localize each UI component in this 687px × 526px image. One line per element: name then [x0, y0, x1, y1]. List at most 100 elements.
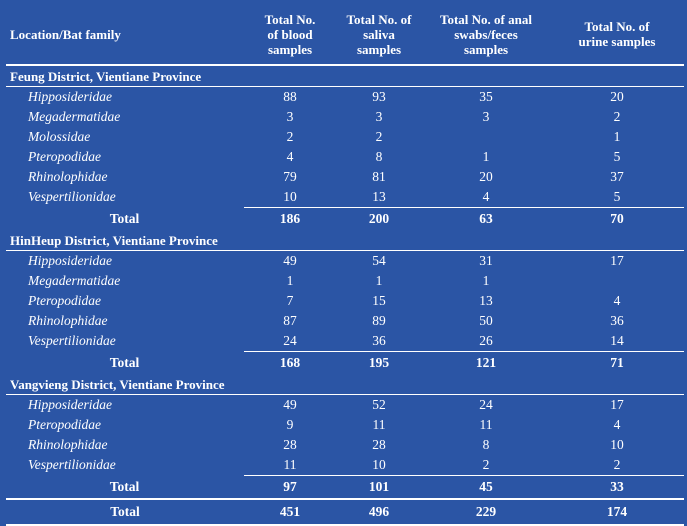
header-anal: Total No. of anal swabs/feces samples [422, 4, 550, 66]
section-row: Vangvieng District, Vientiane Province [6, 374, 684, 395]
anal-count: 20 [479, 169, 493, 184]
saliva-count: 89 [372, 313, 386, 328]
header-saliva-line3: samples [356, 41, 402, 57]
header-urine-line2: urine samples [578, 34, 656, 49]
grand-total-label: Total [6, 498, 244, 526]
table-row: Hipposideridae 49 54 31 17 [6, 251, 684, 272]
section-title: Vangvieng District, Vientiane Province [6, 374, 684, 395]
table-row: Rhinolophidae 87 89 50 36 [6, 311, 684, 331]
saliva-count: 10 [372, 457, 386, 472]
table-row: Molossidae 2 2 1 [6, 127, 684, 147]
anal-count: 8 [482, 437, 490, 452]
subtotal-urine: 33 [550, 475, 684, 499]
family-name: Molossidae [28, 129, 91, 144]
blood-count: 10 [283, 189, 297, 204]
table-row: Megadermatidae 3 3 3 2 [6, 107, 684, 127]
header-row: Location/Bat family Total No. of blood s… [6, 4, 684, 66]
urine-count: 5 [613, 189, 621, 204]
blood-count: 28 [283, 437, 297, 452]
table-row: Vespertilionidae 10 13 4 5 [6, 187, 684, 208]
urine-count: 10 [610, 437, 624, 452]
saliva-count: 54 [372, 253, 386, 268]
subtotal-label: Total [109, 478, 140, 494]
anal-count: 4 [482, 189, 490, 204]
subtotal-urine: 70 [550, 207, 684, 230]
anal-count: 31 [479, 253, 493, 268]
saliva-count: 3 [375, 109, 383, 124]
saliva-count: 81 [372, 169, 386, 184]
saliva-count: 13 [372, 189, 386, 204]
header-anal-line2: swabs/feces [454, 26, 518, 42]
header-blood-line1: Total No. [264, 11, 316, 27]
grand-total-anal: 229 [422, 498, 550, 526]
subtotal-row: Total 97 101 45 33 [6, 475, 684, 499]
blood-count: 4 [286, 149, 294, 164]
anal-count: 1 [482, 273, 490, 288]
family-name: Hipposideridae [28, 253, 112, 268]
urine-count: 37 [610, 169, 624, 184]
section-row: Feung District, Vientiane Province [6, 65, 684, 87]
blood-count: 2 [286, 129, 294, 144]
subtotal-row: Total 168 195 121 71 [6, 351, 684, 374]
subtotal-urine: 71 [550, 351, 684, 374]
family-name: Hipposideridae [28, 89, 112, 104]
urine-count: 36 [610, 313, 624, 328]
grand-total-blood: 451 [244, 498, 336, 526]
anal-count: 50 [479, 313, 493, 328]
family-name: Megadermatidae [28, 109, 121, 124]
header-blood: Total No. of blood samples [244, 4, 336, 66]
section-title: HinHeup District, Vientiane Province [6, 230, 684, 251]
family-name: Vespertilionidae [28, 189, 116, 205]
urine-count: 4 [613, 293, 621, 308]
urine-count: 1 [613, 129, 621, 144]
saliva-count: 52 [372, 397, 386, 412]
subtotal-anal: 45 [422, 475, 550, 499]
urine-count: 2 [613, 109, 621, 124]
subtotal-label: Total [109, 354, 140, 370]
grand-total-saliva: 496 [336, 498, 422, 526]
grand-total-urine: 174 [550, 498, 684, 526]
urine-count: 5 [613, 149, 621, 164]
subtotal-blood: 97 [244, 475, 336, 499]
saliva-count: 11 [372, 417, 386, 432]
urine-count: 2 [613, 457, 621, 472]
family-name: Pteropodidae [28, 293, 101, 308]
header-urine: Total No. of urine samples [550, 4, 684, 66]
urine-count: 4 [613, 417, 621, 432]
subtotal-blood: 168 [244, 351, 336, 374]
saliva-count: 2 [375, 129, 383, 144]
bat-samples-table: Location/Bat family Total No. of blood s… [6, 4, 684, 526]
header-blood-line2: of blood [267, 26, 313, 42]
anal-count: 11 [479, 417, 493, 432]
subtotal-label: Total [109, 210, 140, 226]
blood-count: 49 [283, 253, 297, 268]
urine-count: 14 [610, 333, 624, 348]
anal-count: 13 [479, 293, 493, 308]
blood-count: 49 [283, 397, 297, 412]
saliva-count: 36 [372, 333, 386, 348]
table-row: Rhinolophidae 79 81 20 37 [6, 167, 684, 187]
header-urine-line1: Total No. of [584, 19, 650, 34]
header-anal-line1: Total No. of anal [440, 11, 532, 27]
blood-count: 9 [286, 417, 294, 432]
family-name: Rhinolophidae [28, 169, 108, 184]
saliva-count: 28 [372, 437, 386, 452]
anal-count: 3 [482, 109, 490, 124]
blood-count: 7 [286, 293, 294, 308]
blood-count: 11 [283, 457, 297, 472]
family-name: Vespertilionidae [28, 333, 116, 349]
table-row: Hipposideridae 88 93 35 20 [6, 87, 684, 108]
header-saliva-line2: saliva [363, 26, 395, 42]
subtotal-blood: 186 [244, 207, 336, 230]
table-row: Pteropodidae 4 8 1 5 [6, 147, 684, 167]
header-anal-line3: samples [463, 41, 509, 57]
saliva-count: 1 [375, 273, 383, 288]
family-name: Megadermatidae [28, 273, 121, 288]
urine-count: 17 [610, 397, 624, 412]
anal-count [422, 127, 550, 147]
urine-count [550, 271, 684, 291]
header-saliva-line1: Total No. of [346, 11, 412, 27]
table-row: Vespertilionidae 11 10 2 2 [6, 455, 684, 476]
family-name: Vespertilionidae [28, 457, 116, 473]
blood-count: 88 [283, 89, 297, 104]
